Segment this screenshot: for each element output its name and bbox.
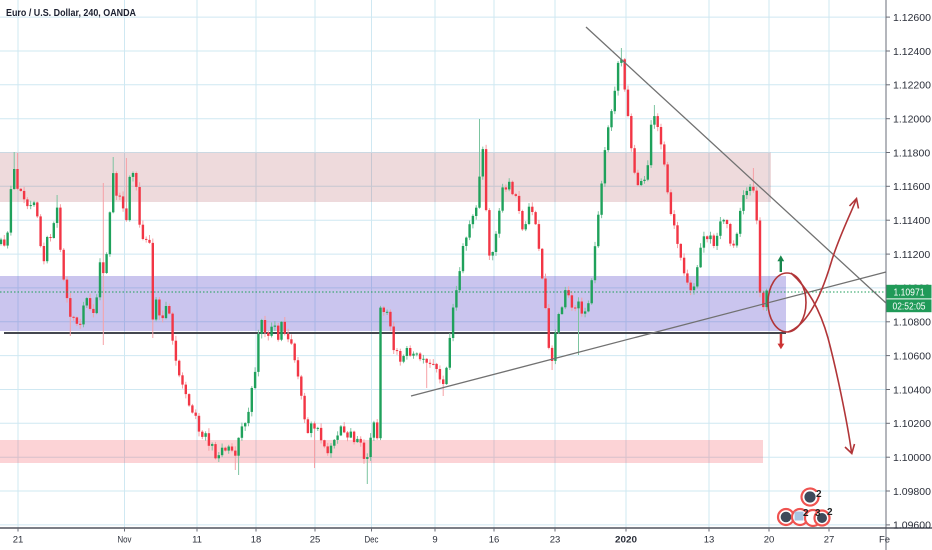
svg-text:18: 18	[251, 535, 262, 546]
svg-text:11: 11	[192, 535, 202, 546]
svg-text:20: 20	[764, 535, 775, 546]
svg-text:25: 25	[310, 535, 321, 546]
svg-text:1.10971: 1.10971	[894, 286, 925, 298]
svg-text:1.09800: 1.09800	[893, 486, 931, 498]
svg-text:21: 21	[13, 535, 24, 546]
svg-text:1.10200: 1.10200	[893, 418, 931, 430]
svg-text:27: 27	[824, 535, 835, 546]
svg-text:2: 2	[816, 489, 822, 500]
svg-text:1.12200: 1.12200	[893, 80, 931, 92]
svg-text:23: 23	[550, 535, 561, 546]
svg-text:1.11600: 1.11600	[893, 181, 930, 193]
svg-text:1.11800: 1.11800	[893, 147, 930, 159]
svg-text:13: 13	[704, 535, 715, 546]
svg-text:2: 2	[827, 507, 833, 518]
svg-text:Fe: Fe	[879, 535, 890, 546]
svg-text:2: 2	[803, 508, 809, 519]
svg-text:16: 16	[489, 535, 500, 546]
svg-text:1.11200: 1.11200	[893, 249, 930, 261]
svg-text:1.10000: 1.10000	[893, 452, 931, 464]
svg-text:1.12400: 1.12400	[893, 46, 931, 58]
svg-text:Euro / U.S. Dollar, 240, OANDA: Euro / U.S. Dollar, 240, OANDA	[6, 8, 136, 19]
svg-text:3: 3	[815, 508, 821, 519]
svg-text:1.12600: 1.12600	[893, 12, 931, 24]
svg-text:1.12000: 1.12000	[893, 114, 931, 126]
svg-text:02:52:05: 02:52:05	[893, 300, 926, 312]
svg-text:1.10800: 1.10800	[893, 317, 931, 329]
svg-text:1.10400: 1.10400	[893, 384, 931, 396]
svg-text:1.09600: 1.09600	[893, 520, 931, 532]
svg-text:Nov: Nov	[118, 535, 132, 546]
svg-text:2020: 2020	[615, 535, 637, 546]
svg-text:1.10600: 1.10600	[893, 350, 931, 362]
svg-text:9: 9	[432, 535, 437, 546]
svg-text:1.11400: 1.11400	[893, 215, 930, 227]
svg-text:Dec: Dec	[365, 535, 379, 546]
